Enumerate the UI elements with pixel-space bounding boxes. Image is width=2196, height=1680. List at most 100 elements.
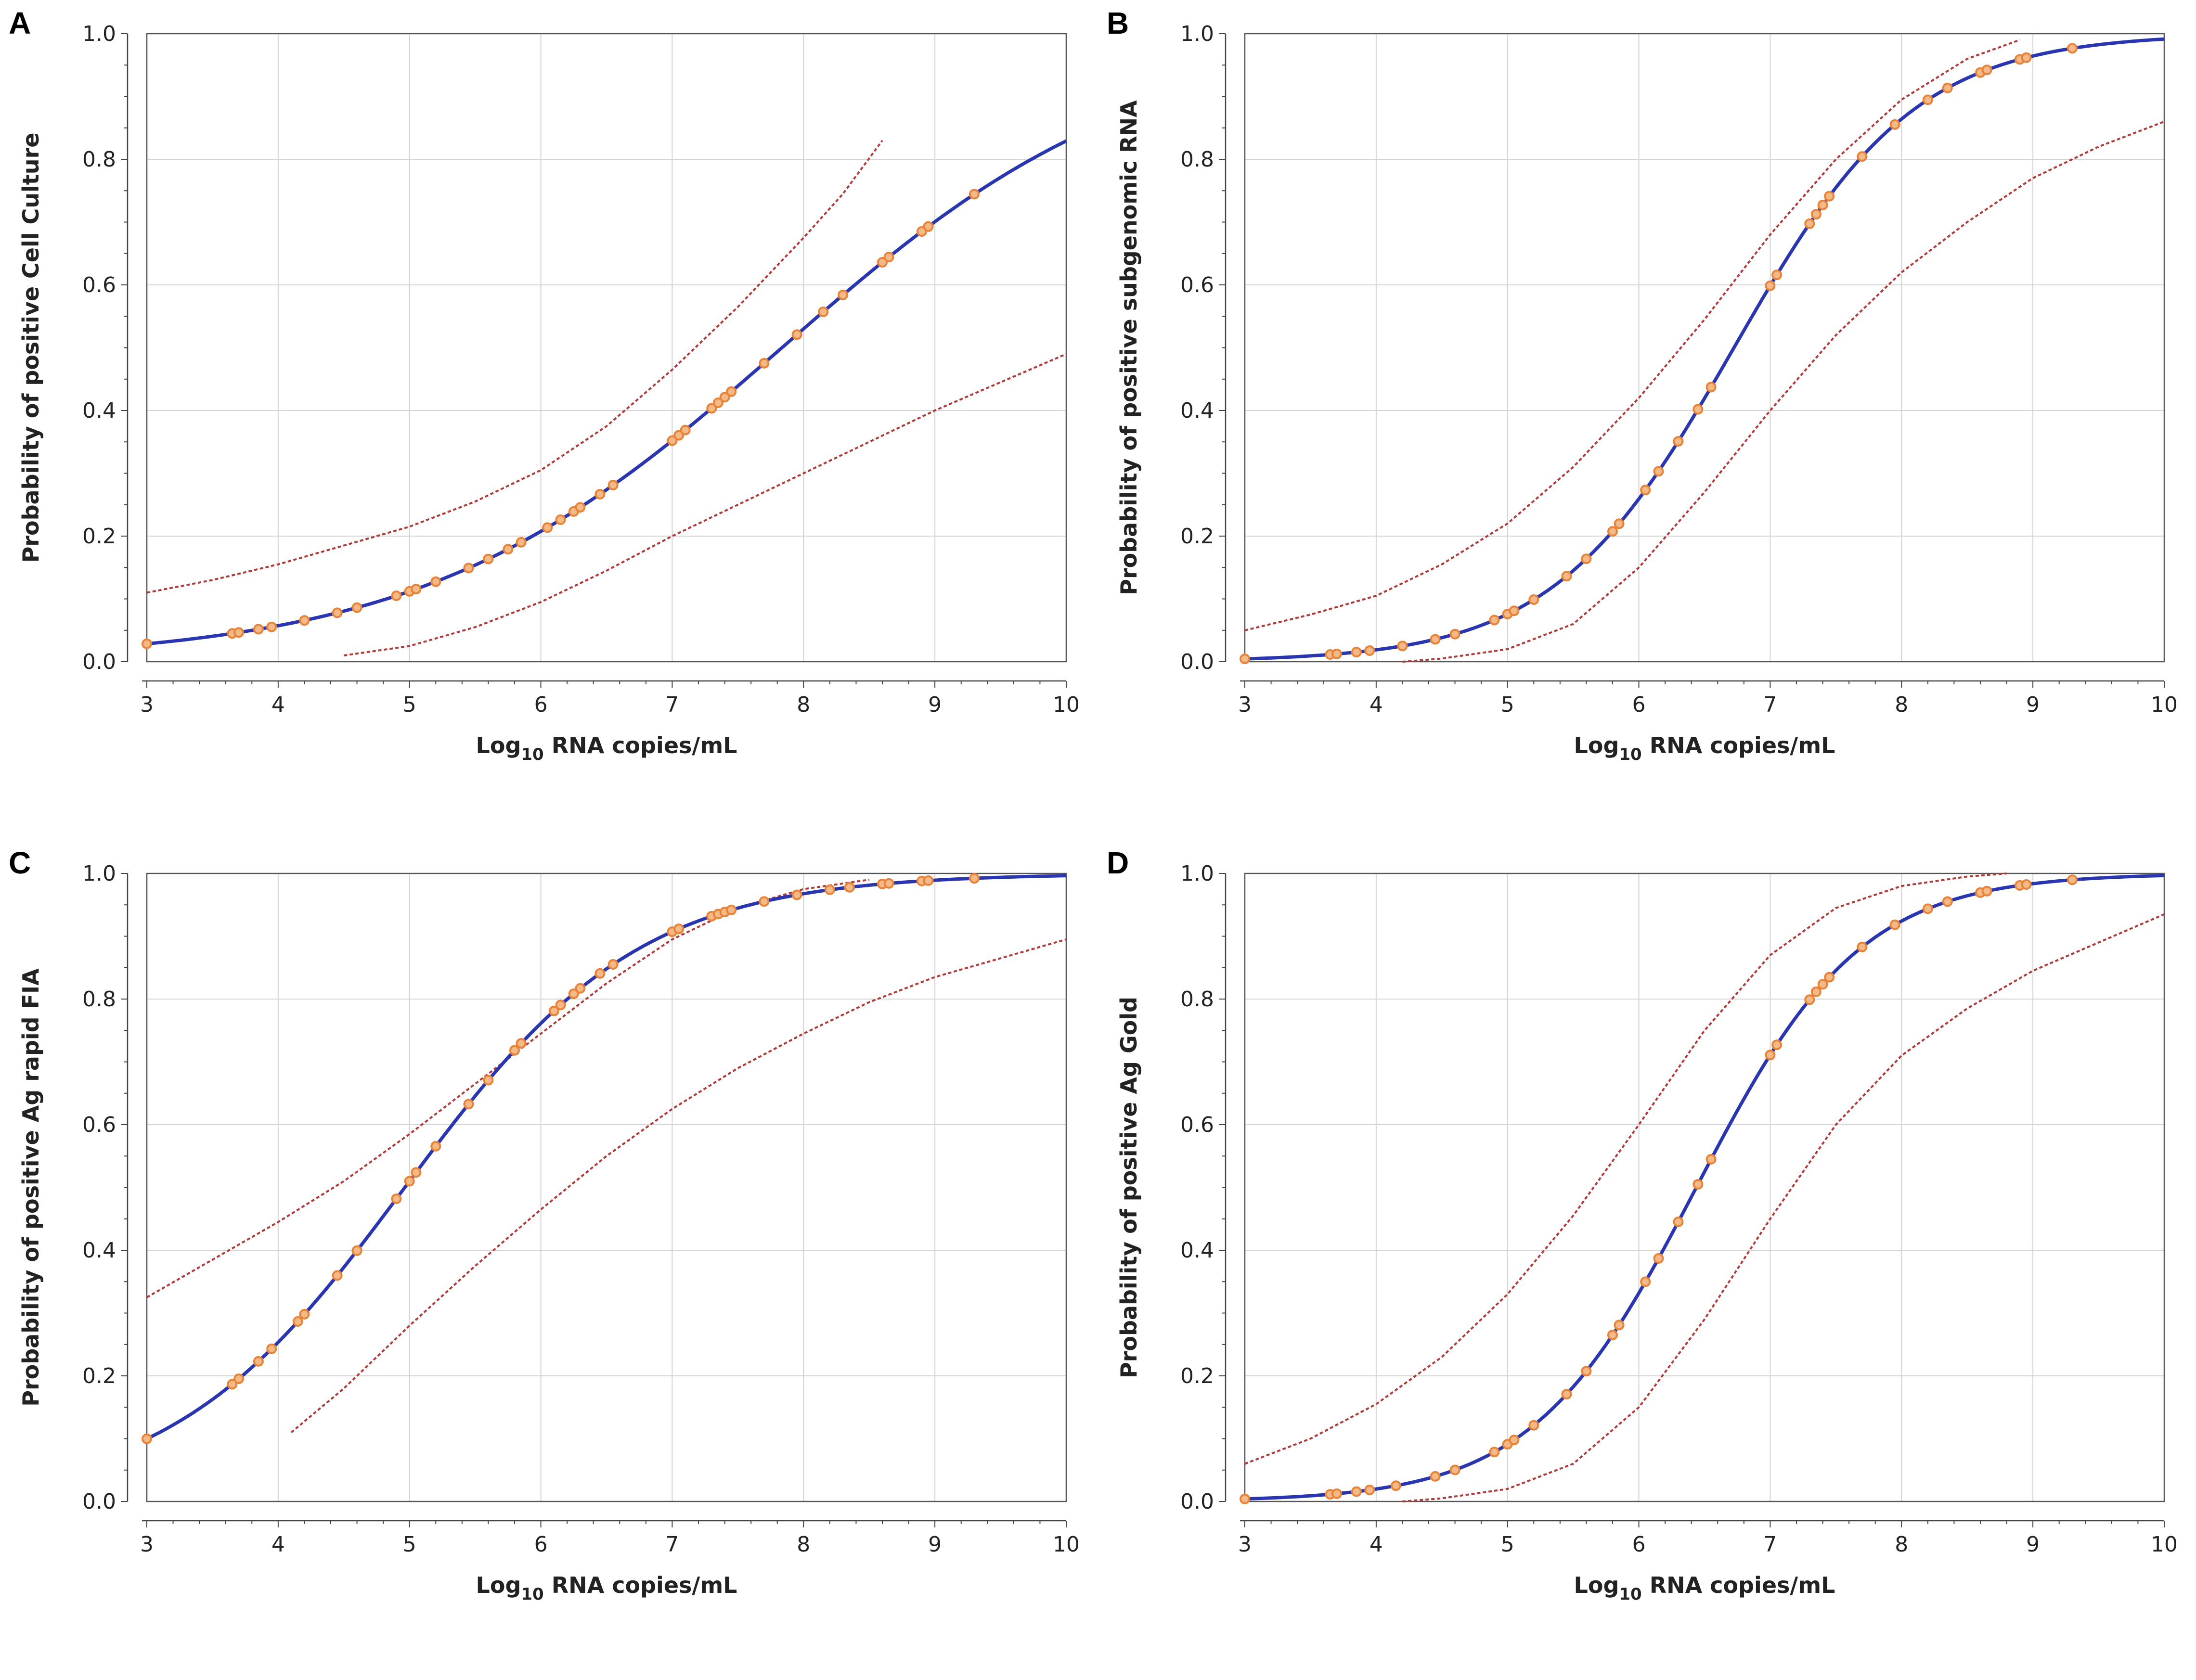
data-points [142,873,980,1444]
data-point [1449,1464,1460,1475]
data-point [332,1270,343,1281]
data-point [1765,280,1776,291]
data-point [411,1167,422,1178]
data-point [1804,218,1815,229]
x-tick-label: 10 [2151,1532,2178,1557]
data-point [791,889,802,900]
y-tick-label: 0.8 [82,147,116,172]
x-ticks: 3 4 5 6 7 8 9 10 [1238,681,2178,717]
grid-horizontal [1245,33,2164,662]
data-point [1771,1039,1783,1051]
data-point [2067,43,2078,54]
x-tick-label: 5 [403,1532,416,1557]
x-tick-label: 10 [2151,693,2178,717]
data-point [1922,903,1933,914]
data-point [1607,1330,1618,1341]
data-point [227,1379,238,1390]
y-tick-label: 0.6 [1180,1113,1214,1137]
ci-upper-line [1244,872,2007,1465]
data-point [1817,200,1828,211]
data-point [292,1316,303,1327]
grid-horizontal [1245,873,2164,1502]
x-tick-label: 10 [1053,1532,1080,1557]
data-point [1889,919,1900,930]
ci-upper-line [146,879,869,1298]
data-point [824,884,835,895]
x-tick-label: 3 [1238,1532,1252,1557]
data-point [2021,879,2032,890]
data-point [1692,1179,1704,1190]
x-tick-label: 8 [797,1532,810,1557]
data-point [877,257,888,268]
y-tick-label: 1.0 [1180,861,1214,886]
data-point [594,968,606,979]
y-axis-label: Probability of positive subgenomic RNA [1116,100,1142,595]
data-points [1240,874,2078,1504]
data-point [351,1245,362,1256]
data-point [1561,571,1572,582]
y-tick-label: 0.0 [82,650,116,674]
x-axis-label: Log10 RNA copies/mL [476,1572,737,1604]
data-point [509,1045,520,1056]
y-tick-label: 0.4 [1180,398,1214,423]
data-point [404,1176,415,1187]
y-tick-label: 0.6 [1180,273,1214,297]
data-point [1614,518,1625,529]
data-point [253,1356,264,1367]
x-tick-label: 4 [1369,1532,1383,1557]
data-point [542,522,553,533]
x-tick-label: 9 [2026,1532,2040,1557]
data-point [673,430,685,441]
data-point [844,882,855,893]
x-axis-label-rest: RNA copies/mL [544,1572,737,1598]
x-axis-label: Log10 RNA copies/mL [476,732,737,764]
x-axis-label: Log10 RNA copies/mL [1574,732,1835,764]
x-tick-label: 10 [1053,693,1080,717]
data-point [607,480,619,490]
data-point [1922,94,1933,105]
panel-letter: D [1107,846,1129,880]
data-point [1607,526,1618,537]
data-point [1692,404,1704,415]
y-tick-label: 0.2 [1180,524,1214,549]
x-tick-label: 7 [1763,693,1777,717]
x-tick-label: 8 [1895,1532,1908,1557]
x-tick-label: 5 [403,693,416,717]
panel-c: C 3 4 5 6 7 8 9 10 0.0 0.2 0.4 0.6 0.8 1.0 Log10 RNA co… [0,840,1098,1680]
data-point [594,489,606,500]
data-point [969,189,980,200]
data-point [759,358,770,369]
data-point [516,1038,527,1049]
data-point [1942,82,1953,93]
y-ticks: 0.0 0.2 0.4 0.6 0.8 1.0 [1180,861,1226,1514]
data-point [575,983,586,994]
x-tick-label: 5 [1501,693,1514,717]
plot-frame [146,33,1067,663]
data-point [673,923,685,935]
x-axis-label-sub: 10 [1619,745,1641,764]
data-point [483,553,494,564]
data-point [1240,654,1250,665]
x-tick-label: 9 [928,693,942,717]
y-tick-label: 0.0 [82,1489,116,1514]
x-axis-label-log: Log [1574,1572,1619,1598]
grid-vertical [146,34,1067,662]
y-tick-label: 0.4 [1180,1238,1214,1263]
data-point [1397,641,1408,652]
data-point [969,873,980,884]
data-point [1857,941,1868,952]
data-point [726,386,737,397]
data-point [818,307,829,317]
data-point [719,392,730,403]
y-tick-label: 1.0 [82,22,116,46]
data-point [1824,972,1835,983]
data-point [1509,605,1520,616]
data-point [1765,1050,1776,1061]
data-point [791,329,802,340]
fitted-curve [1244,873,2165,1501]
x-ticks: 3 4 5 6 7 8 9 10 [140,1521,1080,1557]
ci-lower-line [1402,913,2165,1502]
